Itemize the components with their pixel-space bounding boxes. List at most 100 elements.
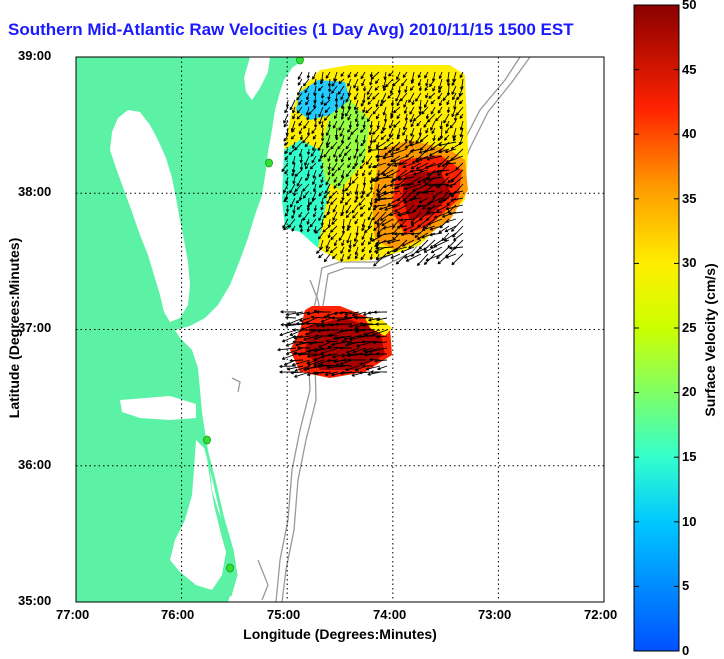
velocity-arrow: [382, 169, 394, 177]
velocity-arrow: [350, 127, 359, 135]
velocity-arrow: [327, 169, 331, 176]
velocity-arrow: [368, 127, 373, 136]
velocity-arrow: [387, 239, 401, 245]
velocity-arrow: [324, 371, 339, 376]
velocity-arrow: [459, 113, 464, 119]
velocity-arrow: [352, 347, 367, 354]
velocity-arrow: [312, 176, 317, 185]
velocity-arrow: [419, 155, 436, 161]
velocity-arrow: [296, 204, 303, 210]
velocity-arrow: [395, 253, 408, 265]
velocity-arrow: [352, 162, 359, 170]
velocity-arrow: [308, 341, 325, 346]
velocity-arrow: [304, 141, 310, 148]
velocity-arrow: [306, 92, 310, 101]
velocity-arrow: [369, 253, 374, 261]
y-tick-label: 36:00: [18, 457, 52, 472]
velocity-arrow: [415, 246, 429, 254]
velocity-arrow: [360, 190, 366, 199]
velocity-arrow: [437, 92, 443, 100]
velocity-arrow: [324, 106, 331, 114]
velocity-arrow: [344, 106, 352, 117]
velocity-arrow: [382, 155, 394, 160]
velocity-arrow: [325, 328, 339, 332]
velocity-arrow: [389, 183, 401, 187]
velocity-arrow: [304, 176, 310, 181]
velocity-arrow: [368, 204, 373, 211]
velocity-arrow: [338, 78, 345, 85]
velocity-arrow: [312, 141, 317, 151]
velocity-arrow: [367, 211, 373, 221]
station-marker: [265, 158, 273, 168]
velocity-arrow: [417, 176, 429, 184]
velocity-arrow: [423, 99, 429, 108]
velocity-arrow: [307, 359, 325, 367]
velocity-arrow: [306, 148, 311, 155]
velocity-arrow: [445, 169, 457, 176]
velocity-arrow: [317, 232, 324, 240]
velocity-arrow: [345, 347, 360, 354]
velocity-arrow: [372, 92, 380, 100]
velocity-arrow: [280, 310, 297, 314]
colorbar-tick-label: 0: [682, 643, 690, 658]
velocity-arrow: [395, 92, 401, 102]
velocity-arrow: [313, 78, 317, 86]
velocity-arrow: [389, 85, 394, 94]
velocity-arrow: [298, 99, 303, 106]
velocity-arrow: [340, 71, 345, 77]
velocity-arrow: [451, 106, 457, 118]
velocity-arrow: [398, 211, 415, 217]
velocity-arrow: [386, 162, 401, 167]
velocity-arrow: [361, 239, 366, 246]
velocity-arrow: [394, 246, 408, 252]
velocity-arrow: [426, 211, 443, 215]
velocity-arrow: [394, 204, 408, 213]
velocity-arrow: [422, 169, 436, 183]
velocity-arrow: [319, 363, 339, 367]
velocity-arrow: [362, 364, 374, 368]
velocity-arrow: [409, 134, 415, 144]
velocity-arrow: [415, 92, 422, 102]
velocity-arrow: [347, 71, 352, 79]
velocity-arrow: [320, 317, 332, 323]
graticule: [76, 57, 604, 602]
velocity-arrow: [302, 134, 310, 144]
velocity-arrow: [318, 211, 324, 222]
velocity-arrow: [306, 71, 311, 79]
velocity-arrow: [417, 78, 422, 87]
velocity-arrow: [349, 335, 367, 341]
velocity-arrow: [387, 148, 401, 153]
velocity-arrow: [294, 371, 311, 378]
velocity-arrow: [297, 352, 318, 357]
velocity-arrow: [377, 365, 388, 371]
velocity-arrow: [306, 204, 311, 212]
velocity-arrow: [333, 183, 338, 189]
velocity-arrow: [375, 141, 387, 150]
velocity-arrow: [333, 176, 338, 183]
velocity-arrow: [340, 253, 345, 262]
velocity-arrow: [374, 85, 380, 91]
velocity-arrow: [402, 127, 408, 136]
velocity-arrow: [417, 71, 422, 79]
velocity-arrow: [313, 211, 317, 218]
velocity-arrow: [354, 71, 359, 78]
velocity-arrow: [304, 162, 310, 170]
velocity-arrow: [295, 197, 303, 204]
velocity-arrow: [305, 99, 310, 106]
velocity-arrow: [445, 183, 457, 188]
velocity-arrow: [340, 155, 345, 163]
velocity-arrow: [352, 211, 359, 219]
velocity-arrow: [355, 106, 359, 115]
velocity-arrow: [313, 204, 318, 212]
velocity-arrow: [323, 148, 331, 158]
colorbar-tick-label: 20: [682, 384, 697, 399]
velocity-arrow: [372, 106, 380, 115]
velocity-arrow: [435, 113, 443, 122]
velocity-arrow: [452, 134, 457, 142]
velocity-arrow: [340, 113, 345, 120]
velocity-arrow: [296, 106, 303, 114]
velocity-arrow: [348, 120, 353, 129]
velocity-arrow: [291, 155, 296, 165]
velocity-arrow: [383, 85, 387, 92]
velocity-arrow: [334, 99, 339, 108]
